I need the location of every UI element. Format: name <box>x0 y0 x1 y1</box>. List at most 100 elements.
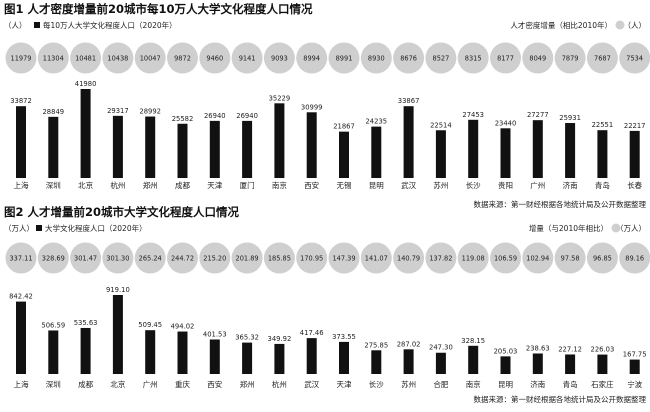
increment-label: 8994 <box>303 55 320 63</box>
bar-value-label: 226.03 <box>591 346 615 354</box>
value-bar <box>339 342 349 374</box>
bar-value-label: 417.46 <box>300 329 324 337</box>
value-bar <box>274 344 284 374</box>
bar-value-label: 30999 <box>301 103 323 111</box>
category-label: 南京 <box>466 379 481 389</box>
increment-label: 9872 <box>174 55 191 63</box>
category-label: 武汉 <box>304 379 319 389</box>
chart2-bar-legend-swatch <box>36 225 42 231</box>
bar-value-label: 275.85 <box>364 341 388 349</box>
bar-value-label: 373.55 <box>332 333 356 341</box>
category-label: 昆明 <box>369 181 384 190</box>
value-bar <box>210 339 220 374</box>
bar-value-label: 33867 <box>398 97 420 105</box>
increment-label: 9141 <box>239 55 256 63</box>
chart2-bar-legend-label: 大学文化程度人口（2020年） <box>45 223 147 233</box>
category-label: 郑州 <box>143 180 158 190</box>
increment-label: 141.07 <box>365 255 388 263</box>
value-bar <box>81 328 91 374</box>
value-bar <box>113 116 123 178</box>
category-label: 西安 <box>304 180 319 190</box>
bar-value-label: 328.15 <box>461 337 485 345</box>
bar-value-label: 535.63 <box>74 319 98 327</box>
value-bar <box>565 123 575 178</box>
category-label: 深圳 <box>46 379 61 389</box>
value-bar <box>210 121 220 178</box>
category-label: 济南 <box>530 379 545 389</box>
increment-label: 102.94 <box>526 255 549 263</box>
increment-label: 10047 <box>140 55 161 63</box>
bar-value-label: 24235 <box>365 118 387 126</box>
value-bar <box>242 343 252 374</box>
value-bar <box>178 124 188 178</box>
chart2-left-unit: （万人） <box>4 224 34 233</box>
chart1-plot: 1197933872上海1130428849深圳1048141980北京1043… <box>6 43 650 191</box>
category-label: 长沙 <box>466 180 481 190</box>
bar-value-label: 26940 <box>204 112 226 120</box>
bar-value-label: 919.10 <box>106 286 130 294</box>
value-bar <box>565 354 575 374</box>
category-label: 北京 <box>78 180 93 190</box>
bar-value-label: 25582 <box>172 115 194 123</box>
category-label: 郑州 <box>240 379 255 389</box>
bar-value-label: 27453 <box>462 111 484 119</box>
value-bar <box>597 130 607 178</box>
chart2-circle-legend-label: 增量（与2010年相比） <box>529 223 608 233</box>
value-bar <box>501 128 511 178</box>
bar-value-label: 509.45 <box>138 321 162 329</box>
bar-value-label: 247.30 <box>429 344 453 352</box>
increment-label: 8177 <box>497 55 514 63</box>
category-label: 重庆 <box>175 379 190 389</box>
increment-label: 10438 <box>107 55 128 63</box>
increment-label: 328.69 <box>42 255 65 263</box>
increment-label: 301.47 <box>74 255 97 263</box>
value-bar <box>16 302 26 374</box>
category-label: 杭州 <box>272 379 287 389</box>
category-label: 宁波 <box>627 379 642 389</box>
value-bar <box>533 120 543 178</box>
bar-value-label: 287.02 <box>397 340 421 348</box>
value-bar <box>533 353 543 374</box>
increment-label: 7879 <box>562 55 579 63</box>
bar-value-label: 33872 <box>10 97 32 105</box>
category-label: 厦门 <box>240 181 255 190</box>
bar-value-label: 25931 <box>559 114 581 122</box>
increment-label: 8991 <box>336 55 353 63</box>
increment-label: 8676 <box>400 55 417 63</box>
bar-value-label: 35229 <box>269 94 291 102</box>
bar-value-label: 842.42 <box>9 293 33 301</box>
increment-label: 8315 <box>465 55 482 63</box>
category-label: 成都 <box>78 379 93 389</box>
increment-label: 96.85 <box>593 255 612 263</box>
bar-value-label: 22551 <box>592 121 614 129</box>
category-label: 青岛 <box>595 180 610 190</box>
increment-label: 337.11 <box>9 255 32 263</box>
increment-label: 8930 <box>368 55 385 63</box>
value-bar <box>145 117 155 178</box>
value-bar <box>501 356 511 374</box>
category-label: 天津 <box>337 380 352 389</box>
category-label: 苏州 <box>433 180 448 190</box>
category-label: 西安 <box>207 379 222 389</box>
value-bar <box>307 112 317 178</box>
category-label: 青岛 <box>563 379 578 389</box>
increment-label: 89.16 <box>625 255 644 263</box>
category-label: 上海 <box>14 379 29 389</box>
category-label: 苏州 <box>401 379 416 389</box>
value-bar <box>436 353 446 374</box>
increment-label: 185.85 <box>268 255 291 263</box>
value-bar <box>178 332 188 374</box>
category-label: 深圳 <box>46 180 61 190</box>
increment-label: 8527 <box>433 55 450 63</box>
value-bar <box>371 127 381 178</box>
increment-label: 147.39 <box>332 255 355 263</box>
increment-label: 265.24 <box>139 255 162 263</box>
category-label: 成都 <box>175 180 190 190</box>
value-bar <box>145 330 155 374</box>
bar-value-label: 26940 <box>236 112 258 120</box>
increment-label: 201.89 <box>236 255 259 263</box>
value-bar <box>436 130 446 178</box>
bar-value-label: 28992 <box>139 108 161 116</box>
value-bar <box>242 121 252 178</box>
increment-label: 301.30 <box>106 255 129 263</box>
